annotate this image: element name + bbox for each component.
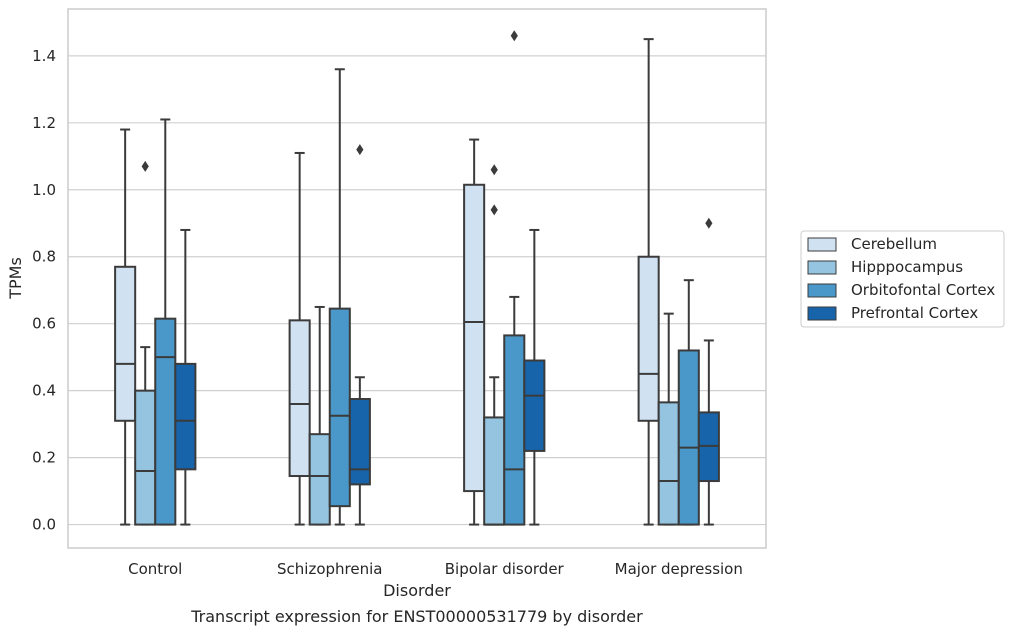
legend-swatch	[807, 283, 837, 298]
y-tick-label: 0.2	[32, 449, 56, 467]
box-plot	[154, 118, 177, 526]
figure-caption: Transcript expression for ENST0000053177…	[190, 607, 643, 626]
y-tick-label: 0.4	[32, 382, 56, 400]
x-tick-label: Major depression	[615, 560, 743, 578]
box-iqr	[308, 433, 331, 526]
box-iqr	[463, 183, 486, 493]
box-plot	[328, 68, 351, 526]
y-tick-label: 1.0	[32, 181, 56, 199]
outlier-point	[490, 204, 498, 216]
legend: Cerebellum Hipppocampus Orbitofontal Corte…	[800, 230, 1005, 328]
box-iqr	[348, 398, 371, 486]
legend-label: Hipppocampus	[851, 258, 963, 276]
outlier-point	[356, 144, 364, 156]
box-iqr	[523, 359, 546, 452]
box-plot	[483, 164, 506, 526]
y-tick-label: 1.4	[32, 47, 56, 65]
box-iqr	[657, 401, 680, 526]
box-plot	[697, 217, 720, 526]
box-iqr	[174, 362, 197, 471]
box-plot	[174, 228, 197, 526]
box-iqr	[288, 319, 311, 478]
box-iqr	[328, 307, 351, 508]
box-iqr	[114, 265, 137, 422]
box-iqr	[503, 334, 526, 526]
outlier-point	[510, 30, 518, 42]
y-tick-label: 0.0	[32, 516, 56, 534]
y-tick-label: 0.8	[32, 248, 56, 266]
box-plot	[114, 128, 137, 526]
y-tick-labels: 0.0 0.2 0.4 0.6 0.8 1.0 1.2 1.4	[32, 47, 56, 534]
y-tick-label: 0.6	[32, 315, 56, 333]
y-axis-title: TPMs	[6, 257, 25, 300]
boxes-layer	[114, 30, 720, 526]
x-axis-title: Disorder	[383, 581, 451, 600]
legend-label: Orbitofontal Cortex	[851, 281, 995, 299]
outlier-point	[490, 164, 498, 176]
x-tick-labels: Control Schizophrenia Bipolar disorder Majo…	[128, 560, 743, 578]
x-tick-label: Schizophrenia	[277, 560, 382, 578]
box-plot	[308, 305, 331, 526]
legend-swatch	[807, 306, 837, 321]
box-plot	[134, 160, 157, 526]
legend-label: Prefrontal Cortex	[851, 304, 978, 322]
box-iqr	[677, 349, 700, 526]
legend-frame	[800, 230, 1005, 328]
box-plot	[288, 151, 311, 526]
box-iqr	[134, 389, 157, 526]
box-plot	[348, 144, 371, 526]
box-iqr	[154, 317, 177, 526]
box-plot	[657, 312, 680, 526]
legend-swatch	[807, 237, 837, 252]
x-tick-label: Bipolar disorder	[445, 560, 565, 578]
box-plot	[463, 138, 486, 526]
legend-label: Cerebellum	[851, 235, 937, 253]
outlier-point	[141, 160, 149, 172]
box-plot	[503, 30, 526, 526]
box-plot	[677, 279, 700, 526]
outlier-point	[705, 217, 713, 229]
y-tick-label: 1.2	[32, 114, 56, 132]
legend-swatch	[807, 260, 837, 275]
box-iqr	[637, 255, 660, 422]
x-tick-label: Control	[128, 560, 182, 578]
box-plot	[523, 228, 546, 526]
plot-area-frame	[67, 8, 767, 549]
box-plot	[637, 38, 660, 526]
box-iqr	[483, 416, 506, 526]
